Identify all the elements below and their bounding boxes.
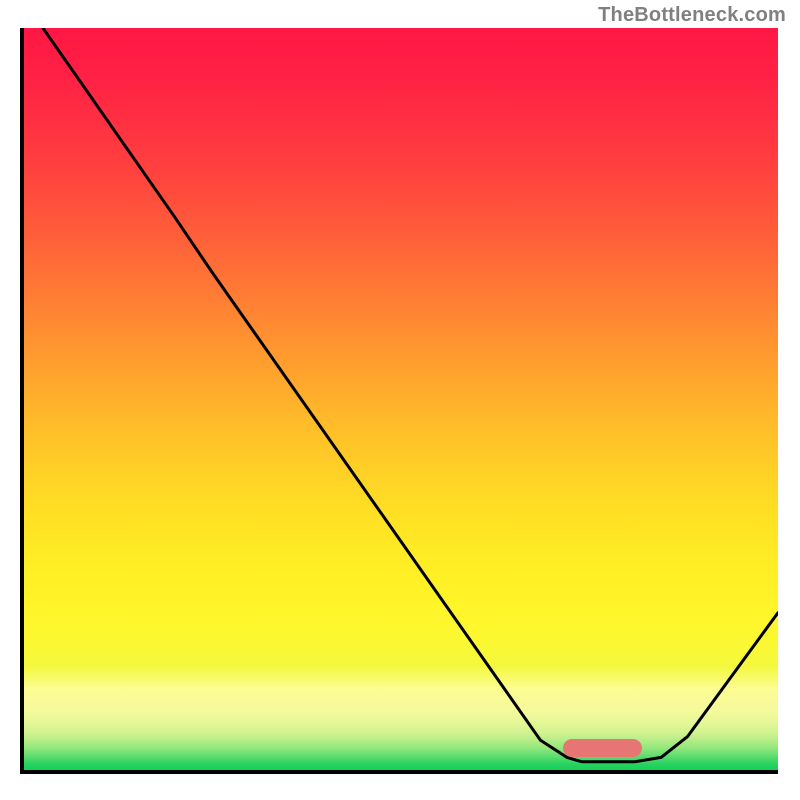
optimal-range-marker — [563, 739, 642, 757]
y-axis — [20, 28, 24, 770]
x-axis — [20, 770, 778, 774]
chart-container: TheBottleneck.com — [0, 0, 800, 800]
watermark-text: TheBottleneck.com — [598, 4, 786, 27]
plot-area — [24, 28, 778, 770]
chart-svg — [24, 28, 778, 770]
gradient-background — [24, 28, 778, 770]
